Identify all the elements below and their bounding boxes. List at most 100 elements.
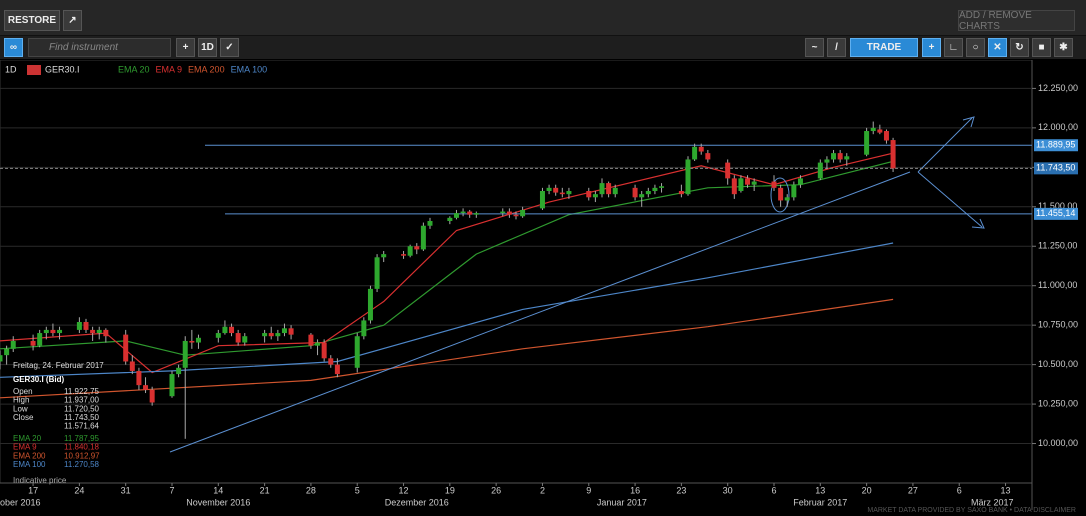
drawing — [917, 171, 985, 229]
candle-body — [586, 191, 592, 198]
candle-body — [791, 184, 797, 198]
info-value: 11.840,18 — [64, 443, 100, 452]
y-tick-label: 12.000,00 — [1038, 122, 1078, 132]
info-value: 11.270,58 — [64, 460, 100, 469]
plot-area — [0, 60, 1033, 484]
candle-body — [10, 340, 16, 349]
draw-button[interactable]: / — [827, 38, 846, 57]
month-label: März 2017 — [971, 497, 1014, 507]
candle-body — [129, 361, 135, 371]
y-tick-label: 10.500,00 — [1038, 359, 1078, 369]
info-value: 11.571,64 — [64, 422, 100, 431]
candle-body — [447, 217, 453, 221]
x-tick-label: 24 — [74, 485, 84, 495]
candle-body — [401, 254, 407, 256]
fit-button[interactable]: ✕ — [988, 38, 1007, 57]
candle-body — [473, 213, 479, 215]
candle-body — [189, 340, 195, 343]
link-button[interactable]: ∞ — [4, 38, 23, 57]
month-label: Januar 2017 — [597, 497, 647, 507]
snapshot-button[interactable]: ■ — [1032, 38, 1051, 57]
chart-type-button[interactable]: ~ — [805, 38, 824, 57]
restore-button[interactable]: RESTORE — [4, 10, 60, 31]
candle-body — [553, 187, 559, 193]
price-badge-label: 11.743,50 — [1036, 163, 1075, 173]
y-tick-label: 12.250,00 — [1038, 83, 1078, 93]
candle-body — [275, 333, 281, 337]
candle-body — [242, 336, 248, 343]
candle-body — [599, 183, 605, 195]
candle-body — [315, 342, 321, 346]
candle-body — [778, 187, 784, 201]
candle-body — [176, 367, 182, 375]
add-remove-charts[interactable]: ADD / REMOVE CHARTS — [958, 10, 1075, 32]
info-instrument: GER30.I (Bid) — [13, 375, 64, 384]
drawing — [169, 171, 911, 453]
candle-body — [506, 211, 512, 215]
x-tick-label: 28 — [306, 485, 316, 495]
y-tick-label: 11.250,00 — [1038, 241, 1077, 251]
x-tick-label: 26 — [491, 485, 501, 495]
check-button[interactable]: ✓ — [220, 38, 239, 57]
candle-body — [195, 337, 201, 343]
search-input[interactable]: Find instrument — [28, 38, 171, 57]
candle-body — [182, 340, 188, 368]
info-label: Close — [13, 413, 34, 422]
candle-body — [235, 333, 241, 343]
legend-item: EMA 200 — [188, 64, 225, 74]
x-tick-label: 19 — [445, 485, 455, 495]
info-value: 11.787,95 — [64, 434, 100, 443]
candle-body — [288, 328, 294, 335]
candle-body — [262, 333, 268, 337]
candle-body — [705, 153, 711, 160]
x-tick-label: 17 — [28, 485, 38, 495]
x-tick-label: 13 — [1001, 485, 1011, 495]
candle-body — [870, 127, 876, 132]
refresh-button[interactable]: ↻ — [1010, 38, 1029, 57]
candle-body — [513, 214, 519, 217]
candle-body — [328, 358, 334, 365]
trade-button[interactable]: TRADE — [850, 38, 918, 57]
crosshair-button[interactable]: + — [922, 38, 941, 57]
info-value: 11.922,75 — [64, 387, 100, 396]
month-label: Oktober 2016 — [0, 497, 41, 507]
candle-body — [771, 181, 777, 188]
x-tick-label: 9 — [586, 485, 591, 495]
candle-body — [612, 187, 618, 195]
price-badge-label: 11.889,95 — [1036, 140, 1075, 150]
candle-body — [4, 348, 10, 356]
candle-body — [361, 320, 367, 337]
ema-line — [0, 242, 894, 378]
candle-body — [281, 328, 287, 334]
candle-body — [169, 374, 175, 397]
indicator-button[interactable]: ∟ — [944, 38, 963, 57]
candle-body — [460, 211, 466, 214]
x-tick-label: 6 — [957, 485, 962, 495]
y-tick-label: 10.000,00 — [1038, 438, 1078, 448]
candle-body — [37, 333, 43, 346]
candle-body — [96, 329, 102, 334]
info-note: Indicative price — [13, 476, 67, 485]
candle-body — [539, 191, 545, 209]
candle-body — [381, 254, 387, 258]
add-button[interactable]: + — [176, 38, 195, 57]
footer: MARKET DATA PROVIDED BY SAXO BANK • DATA… — [867, 507, 1076, 514]
candle-body — [367, 288, 373, 321]
settings-button[interactable]: ✱ — [1054, 38, 1073, 57]
candle-body — [890, 140, 896, 169]
instrument-flag — [27, 65, 41, 75]
candle-body — [817, 162, 823, 179]
x-tick-label: 21 — [260, 485, 270, 495]
candle-body — [645, 191, 651, 195]
x-tick-label: 31 — [121, 485, 131, 495]
month-label: November 2016 — [186, 497, 250, 507]
period-button[interactable]: 1D — [198, 38, 217, 57]
drawing — [770, 177, 790, 213]
candle-body — [877, 129, 883, 133]
zoom-button[interactable]: ○ — [966, 38, 985, 57]
x-tick-label: 12 — [399, 485, 409, 495]
price-badge — [1034, 207, 1078, 220]
info-value: 11.937,00 — [64, 396, 100, 405]
popout-button[interactable]: ↗ — [63, 10, 82, 31]
candle-body — [453, 213, 459, 218]
